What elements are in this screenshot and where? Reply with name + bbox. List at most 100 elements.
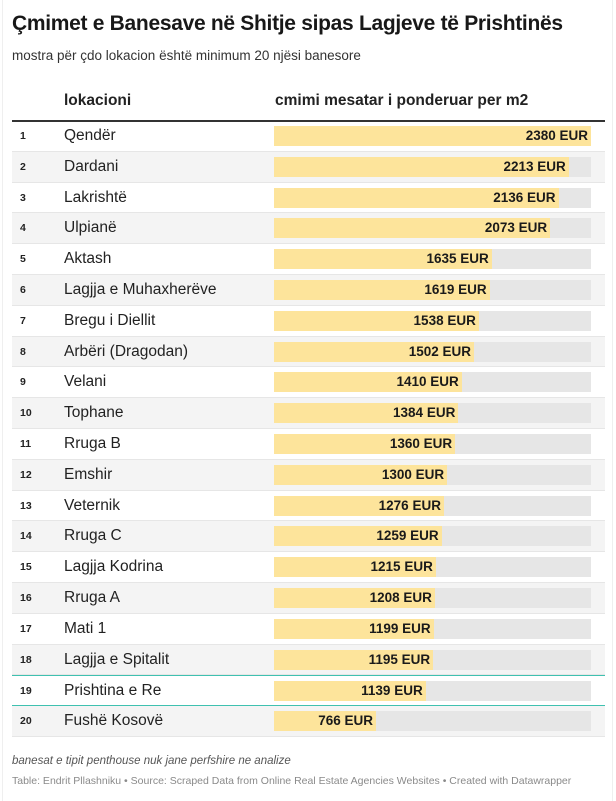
row-location: Aktash: [64, 250, 112, 268]
row-location: Arbëri (Dragodan): [64, 342, 189, 360]
price-label: 1635 EUR: [426, 251, 489, 267]
table-row[interactable]: 18 Lagjja e Spitalit 1195 EUR: [12, 644, 605, 676]
price-label: 1410 EUR: [396, 374, 459, 390]
price-bar: [274, 310, 479, 331]
bar-track: 1195 EUR: [274, 649, 591, 670]
table-body: 1 Qendër 2380 EUR 2 Dardani 2213 EUR 3 Lakrisht…: [12, 121, 605, 737]
row-rank: 19: [20, 685, 32, 698]
row-rank: 2: [20, 160, 26, 173]
price-bar: [274, 126, 591, 146]
price-label: 766 EUR: [318, 713, 374, 729]
price-label: 1195 EUR: [368, 651, 431, 667]
chart-subtitle: mostra për çdo lokacion është minimum 20…: [12, 48, 361, 63]
bar-track: 1300 EUR: [274, 464, 591, 485]
column-header-location[interactable]: lokacioni: [64, 92, 132, 109]
bar-track: 1410 EUR: [274, 372, 591, 393]
table-row[interactable]: 7 Bregu i Diellit 1538 EUR: [12, 306, 605, 337]
price-bar: [274, 341, 475, 362]
bar-track: 2073 EUR: [274, 218, 591, 239]
row-location: Fushë Kosovë: [64, 712, 164, 730]
table-row[interactable]: 12 Emshir 1300 EUR: [12, 459, 605, 491]
table-row[interactable]: 9 Velani 1410 EUR: [12, 367, 605, 399]
bar-track: 2136 EUR: [274, 187, 591, 208]
column-header-price[interactable]: cmimi mesatar i ponderuar per m2: [275, 92, 529, 109]
price-bar: [274, 218, 551, 239]
table-row[interactable]: 13 Veternik 1276 EUR: [12, 491, 605, 522]
price-label: 2073 EUR: [484, 220, 548, 236]
row-location: Mati 1: [64, 619, 107, 637]
table-row[interactable]: 17 Mati 1 1199 EUR: [12, 614, 605, 645]
bar-track: 1384 EUR: [274, 403, 591, 424]
price-label: 1139 EUR: [361, 683, 423, 699]
row-rank: 1: [20, 130, 26, 142]
table-row[interactable]: 20 Fushë Kosovë 766 EUR: [12, 706, 605, 737]
table-row[interactable]: 10 Tophane 1384 EUR: [12, 398, 605, 429]
bar-track: 1538 EUR: [274, 310, 591, 331]
price-label: 1276 EUR: [378, 497, 441, 513]
table-row[interactable]: 8 Arbëri (Dragodan) 1502 EUR: [12, 336, 605, 368]
bar-track: 1502 EUR: [274, 341, 591, 362]
price-label: 1538 EUR: [413, 312, 476, 328]
table-row[interactable]: 4 Ulpianë 2073 EUR: [12, 213, 605, 245]
price-bar: [274, 464, 448, 485]
bar-track: 2213 EUR: [274, 156, 591, 177]
table-row[interactable]: 6 Lagjja e Muhaxherëve 1619 EUR: [12, 274, 605, 306]
source-line: Table: Endrit Pllashniku • Source: Scrap…: [12, 775, 572, 787]
bar-track: 1199 EUR: [274, 618, 591, 639]
row-rank: 20: [20, 715, 32, 728]
row-location: Emshir: [64, 465, 113, 483]
price-bar: [274, 403, 459, 424]
price-bar: [274, 249, 492, 270]
row-location: Velani: [64, 373, 107, 391]
row-rank: 18: [20, 653, 32, 666]
row-location: Prishtina e Re: [64, 682, 162, 700]
price-bar: [274, 372, 462, 393]
price-bar: [274, 156, 569, 177]
row-rank: 17: [20, 622, 32, 635]
table-row[interactable]: 5 Aktash 1635 EUR: [12, 244, 605, 275]
row-rank: 14: [20, 530, 32, 543]
price-label: 2380 EUR: [525, 128, 588, 143]
price-label: 1300 EUR: [381, 466, 445, 482]
price-label: 1259 EUR: [376, 528, 439, 544]
table-row[interactable]: 11 Rruga B 1360 EUR: [12, 429, 605, 460]
row-location: Lagjja e Muhaxherëve: [64, 280, 217, 298]
bar-track: 1208 EUR: [274, 587, 591, 608]
row-location: Lakrishtë: [64, 188, 127, 206]
price-label: 1208 EUR: [369, 589, 432, 605]
bar-track: 1360 EUR: [274, 433, 591, 454]
footnote: banesat e tipit penthouse nuk jane perfs…: [12, 755, 291, 767]
table-row[interactable]: 19 Prishtina e Re 1139 EUR: [12, 675, 605, 707]
price-label: 1502 EUR: [408, 343, 472, 359]
table-row[interactable]: 14 Rruga C 1259 EUR: [12, 521, 605, 553]
row-location: Qendër: [64, 127, 116, 144]
bar-track: 1619 EUR: [274, 279, 591, 300]
price-bar: [274, 649, 434, 670]
bar-track: 1139 EUR: [274, 681, 591, 702]
price-bar: [274, 279, 490, 300]
row-rank: 16: [20, 591, 32, 604]
price-bar: [274, 495, 444, 516]
table-row[interactable]: 1 Qendër 2380 EUR: [12, 121, 605, 152]
price-bar: [274, 557, 436, 578]
table-row[interactable]: 2 Dardani 2213 EUR: [12, 151, 605, 183]
row-location: Tophane: [64, 404, 124, 422]
price-bar: [274, 526, 442, 547]
bar-track: 1259 EUR: [274, 526, 591, 547]
row-location: Lagjja e Spitalit: [64, 650, 170, 668]
row-location: Bregu i Diellit: [64, 311, 156, 329]
row-location: Rruga B: [64, 434, 121, 452]
row-rank: 12: [20, 468, 32, 481]
bar-track: 1276 EUR: [274, 495, 591, 516]
price-bar: [274, 681, 426, 702]
table-row[interactable]: 16 Rruga A 1208 EUR: [12, 582, 605, 614]
row-rank: 8: [20, 345, 26, 358]
row-rank: 11: [20, 437, 32, 450]
table-row[interactable]: 3 Lakrishtë 2136 EUR: [12, 183, 605, 214]
row-rank: 3: [20, 191, 26, 204]
row-rank: 9: [20, 376, 26, 389]
price-bar: [274, 618, 434, 639]
table-row[interactable]: 15 Lagjja Kodrina 1215 EUR: [12, 552, 605, 583]
row-location: Veternik: [64, 496, 121, 514]
